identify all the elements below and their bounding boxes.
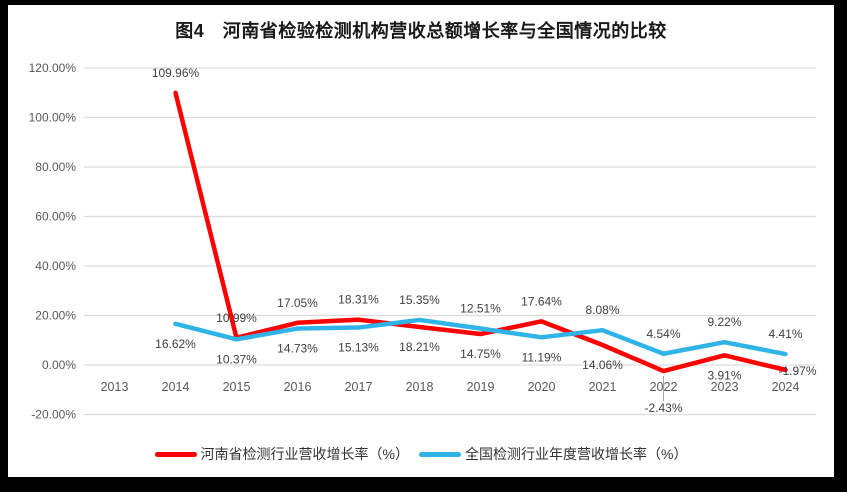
series-line-henan[interactable] — [173, 90, 788, 374]
x-axis-label: 2019 — [467, 380, 495, 394]
data-label-henan: 15.35% — [399, 293, 440, 307]
x-axis-label: 2018 — [406, 380, 434, 394]
data-label-henan: -2.43% — [644, 401, 682, 415]
x-axis-label: 2024 — [772, 380, 800, 394]
data-label-henan: 17.64% — [521, 294, 562, 308]
legend-label-national: 全国检测行业年度营收增长率（%） — [465, 446, 688, 462]
y-axis-tick-label: -20.00% — [31, 408, 76, 422]
x-axis-label: 2016 — [284, 380, 312, 394]
data-label-national: 4.54% — [646, 327, 680, 341]
series-line-national[interactable] — [173, 317, 788, 357]
chart-title: 图4 河南省检验检测机构营收总额增长率与全国情况的比较 — [175, 21, 667, 41]
data-label-henan: 3.91% — [707, 368, 741, 382]
data-label-national: 10.37% — [216, 352, 257, 366]
data-label-henan: 109.96% — [152, 66, 200, 80]
legend-item-national[interactable]: 全国检测行业年度营收增长率（%） — [419, 444, 687, 464]
data-label-henan: 10.99% — [216, 311, 257, 325]
data-label-national: 9.22% — [707, 315, 741, 329]
x-axis-label: 2021 — [589, 380, 617, 394]
x-axis-label: 2017 — [345, 380, 373, 394]
data-label-national: 11.19% — [522, 350, 562, 364]
data-label-henan: -1.97% — [779, 364, 817, 378]
national-series-swatch-icon — [419, 451, 461, 457]
data-label-national: 16.62% — [155, 337, 196, 351]
y-axis-tick-label: 60.00% — [35, 210, 76, 224]
chart-canvas: 图4 河南省检验检测机构营收总额增长率与全国情况的比较 河南省检测行业营收增长率… — [8, 5, 834, 477]
x-axis-label: 2023 — [711, 380, 739, 394]
y-axis-tick-label: 100.00% — [29, 111, 77, 125]
x-axis-label: 2013 — [101, 380, 129, 394]
data-label-national: 14.73% — [277, 342, 318, 356]
data-label-henan: 18.31% — [338, 293, 379, 307]
data-label-national: 14.06% — [582, 358, 623, 372]
data-label-henan: 8.08% — [585, 303, 619, 317]
legend-item-henan[interactable]: 河南省检测行业营收增长率（%） — [154, 444, 409, 464]
y-axis-tick-label: 20.00% — [35, 309, 76, 323]
y-axis-tick-label: 0.00% — [42, 358, 76, 372]
data-label-national: 4.41% — [768, 327, 802, 341]
y-axis-tick-label: 80.00% — [35, 160, 76, 174]
legend-label-henan: 河南省检测行业营收增长率（%） — [200, 446, 409, 462]
x-axis-label: 2015 — [223, 380, 251, 394]
data-label-national: 15.13% — [338, 341, 379, 355]
chart-legend: 河南省检测行业营收增长率（%） 全国检测行业年度营收增长率（%） — [8, 444, 834, 464]
data-label-henan: 17.05% — [277, 296, 318, 310]
x-axis-label: 2020 — [528, 380, 556, 394]
henan-series-swatch-icon — [154, 451, 197, 457]
data-label-national: 18.21% — [399, 340, 440, 354]
data-label-henan: 12.51% — [460, 301, 501, 315]
data-label-national: 14.75% — [460, 347, 501, 361]
y-axis-tick-label: 40.00% — [35, 259, 76, 273]
x-axis-label: 2014 — [162, 380, 190, 394]
y-axis-tick-label: 120.00% — [29, 61, 77, 75]
